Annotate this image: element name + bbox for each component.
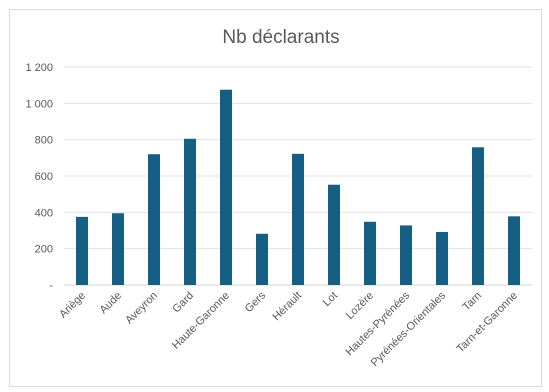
x-tick-label: Gard — [170, 290, 196, 316]
y-axis-ticks: - 200 400 600 800 1 000 1 200 — [25, 62, 53, 292]
bar-ari-ge — [76, 216, 88, 285]
x-tick-label: Aveyron — [123, 290, 160, 327]
gridlines — [64, 66, 532, 286]
x-tick-label: Hautes-Pyrénées — [344, 289, 413, 358]
chart-frame — [9, 9, 542, 387]
y-tick-label: 1 000 — [25, 98, 53, 110]
x-tick-label: Aude — [97, 290, 124, 317]
bar-lot — [328, 184, 340, 285]
y-tick-label: - — [49, 280, 53, 292]
bar-gers — [256, 233, 268, 285]
bar-tarn-et-garonne — [508, 216, 520, 285]
bars — [76, 89, 520, 285]
x-tick-label: Hérault — [271, 290, 305, 324]
bar-hautes-pyr-n-es — [400, 225, 412, 285]
bar-tarn — [472, 147, 484, 285]
y-tick-label: 200 — [35, 244, 53, 256]
bar-h-rault — [292, 153, 304, 285]
x-tick-label: Tarn — [460, 290, 484, 314]
y-tick-label: 800 — [35, 135, 53, 147]
x-tick-label: Tarn-et-Garonne — [455, 290, 521, 356]
bar-aveyron — [148, 154, 160, 285]
y-tick-label: 1 200 — [25, 62, 53, 74]
x-tick-label: Lot — [321, 290, 340, 309]
y-tick-label: 600 — [35, 171, 53, 183]
bar-gard — [184, 138, 196, 285]
chart-title: Nb déclarants — [222, 27, 339, 48]
x-tick-label: Gers — [243, 289, 269, 315]
bar-aude — [112, 213, 124, 285]
bar-pyr-n-es-orientales — [436, 231, 448, 285]
x-tick-label: Lozère — [344, 290, 376, 322]
bar-loz-re — [364, 221, 376, 285]
x-tick-label: Ariège — [57, 290, 88, 321]
bar-haute-garonne — [220, 89, 232, 285]
y-tick-label: 400 — [35, 207, 53, 219]
